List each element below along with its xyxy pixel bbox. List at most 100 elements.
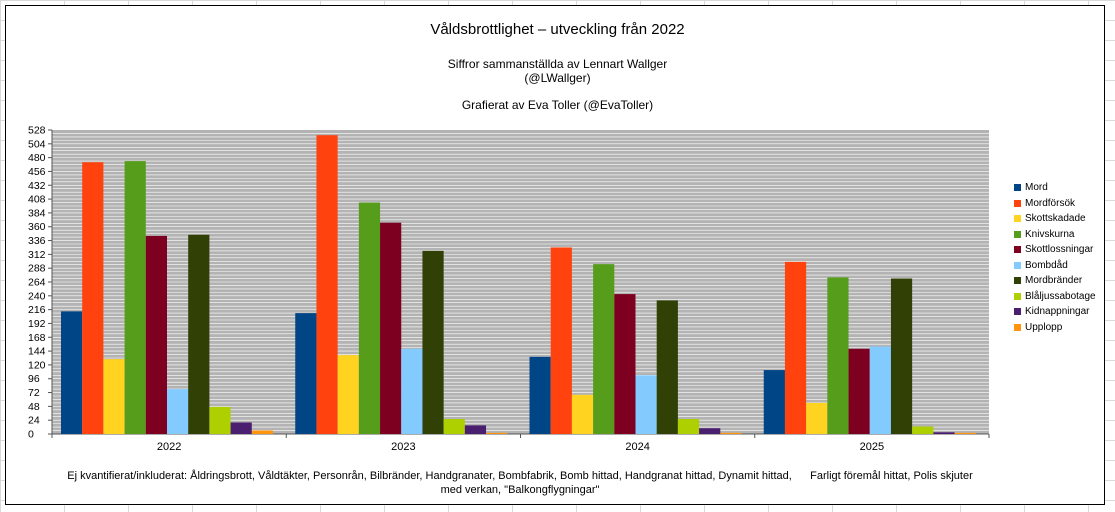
- bar-knivskurna-2024: [593, 264, 615, 434]
- x-tick-label: 2025: [860, 441, 884, 453]
- legend-swatch: [1014, 292, 1021, 300]
- legend-label: Upplopp: [1025, 321, 1063, 333]
- legend-label: Mordbränder: [1025, 275, 1083, 287]
- y-tick-label: 168: [28, 332, 46, 344]
- bar-mordförsök-2022: [82, 162, 104, 434]
- bar-skottlossningar-2023: [380, 222, 402, 434]
- legend-label: Skottskadade: [1025, 213, 1086, 225]
- bar-skottskadade-2022: [103, 359, 125, 434]
- chart-subtitle-graphed-by: Grafierat av Eva Toller (@EvaToller): [461, 98, 654, 112]
- legend-item: Mordbränder: [1014, 273, 1096, 289]
- legend-item: Knivskurna: [1014, 227, 1096, 243]
- legend-item: Mord: [1014, 180, 1096, 196]
- bar-upplopp-2024: [720, 432, 742, 434]
- y-tick-label: 384: [28, 207, 46, 219]
- footnote-line-1: Ej kvantifierat/inkluderat: Åldringsbrot…: [67, 470, 973, 482]
- bar-skottskadade-2024: [571, 394, 594, 434]
- bar-blåljussabotage-2022: [209, 406, 231, 434]
- chart-footnote: Ej kvantifierat/inkluderat: Åldringsbrot…: [20, 469, 1020, 497]
- bar-mord-2023: [295, 313, 317, 434]
- y-tick-label: 336: [28, 235, 46, 247]
- bar-upplopp-2025: [954, 432, 976, 434]
- y-tick-label: 312: [28, 249, 46, 261]
- y-tick-label: 72: [28, 387, 40, 399]
- legend-item: Bombdåd: [1014, 258, 1096, 274]
- y-tick-label: 480: [28, 152, 46, 164]
- legend-swatch: [1014, 308, 1021, 316]
- y-tick-label: 96: [28, 373, 40, 385]
- bar-bombdåd-2024: [635, 375, 657, 434]
- bar-mordbränder-2024: [656, 300, 678, 434]
- y-tick-label: 120: [28, 359, 46, 371]
- legend-item: Kidnappningar: [1014, 304, 1096, 320]
- y-tick-label: 192: [28, 318, 46, 330]
- legend-swatch: [1014, 277, 1021, 285]
- bar-skottlossningar-2024: [614, 294, 636, 434]
- bar-bombdåd-2022: [167, 389, 189, 434]
- y-tick-label: 432: [28, 180, 46, 192]
- bar-kidnappningar-2023: [464, 425, 487, 434]
- legend-item: Blåljussabotage: [1014, 289, 1096, 305]
- bar-blåljussabotage-2023: [443, 419, 465, 434]
- legend-swatch: [1014, 184, 1021, 192]
- legend-label: Knivskurna: [1025, 228, 1075, 240]
- bar-bombdåd-2023: [401, 348, 423, 434]
- y-tick-label: 360: [28, 221, 46, 233]
- chart-subtitle-handle: (@LWallger): [524, 71, 591, 85]
- y-tick-label: 264: [28, 277, 46, 289]
- bar-upplopp-2022: [251, 430, 273, 434]
- legend-item: Upplopp: [1014, 320, 1096, 336]
- x-tick-label: 2023: [391, 441, 415, 453]
- legend-label: Mordförsök: [1025, 197, 1076, 209]
- chart-legend: Mord Mordförsök Skottskadade Knivskurna Skot…: [1014, 180, 1096, 335]
- bar-mordbränder-2022: [188, 234, 210, 434]
- legend-swatch: [1014, 230, 1021, 238]
- legend-label: Mord: [1025, 182, 1048, 194]
- bar-mordbränder-2023: [422, 250, 444, 434]
- bar-mord-2022: [61, 311, 83, 434]
- bar-skottskadade-2023: [337, 355, 359, 434]
- y-tick-label: 216: [28, 304, 46, 316]
- bar-upplopp-2023: [486, 432, 508, 434]
- bar-knivskurna-2025: [827, 277, 849, 434]
- y-tick-label: 24: [28, 415, 40, 427]
- bar-kidnappningar-2025: [933, 432, 955, 434]
- y-tick-label: 504: [28, 138, 46, 150]
- y-tick-label: 456: [28, 166, 46, 178]
- bar-mordförsök-2023: [316, 135, 338, 434]
- bar-mord-2025: [763, 370, 785, 434]
- y-tick-label: 48: [28, 401, 40, 413]
- legend-label: Bombdåd: [1025, 259, 1068, 271]
- bar-mordförsök-2025: [784, 261, 807, 434]
- legend-swatch: [1014, 323, 1021, 331]
- bar-knivskurna-2022: [124, 161, 146, 434]
- legend-item: Skottskadade: [1014, 211, 1096, 227]
- bar-mordbränder-2025: [890, 278, 913, 434]
- legend-label: Skottlossningar: [1025, 244, 1094, 256]
- bar-mord-2024: [529, 356, 551, 434]
- bar-skottlossningar-2025: [848, 348, 870, 434]
- bar-bombdåd-2025: [869, 346, 891, 434]
- y-tick-label: 144: [28, 346, 46, 358]
- legend-item: Skottlossningar: [1014, 242, 1096, 258]
- legend-swatch: [1014, 246, 1021, 254]
- chart-title: Våldsbrottlighet – utveckling från 2022: [430, 21, 685, 38]
- legend-label: Kidnappningar: [1025, 306, 1090, 318]
- bar-knivskurna-2023: [358, 202, 381, 434]
- x-tick-label: 2024: [625, 441, 649, 453]
- y-tick-label: 288: [28, 263, 46, 275]
- legend-label: Blåljussabotage: [1025, 290, 1096, 302]
- bar-blåljussabotage-2024: [677, 419, 700, 434]
- chart-subtitle-credit: Siffror sammanställda av Lennart Wallger: [447, 57, 668, 71]
- bar-mordförsök-2024: [550, 247, 572, 434]
- y-tick-label: 240: [28, 290, 46, 302]
- legend-item: Mordförsök: [1014, 196, 1096, 212]
- bar-kidnappningar-2024: [699, 428, 721, 434]
- footnote-line-2: med verkan, "Balkongflygningar": [440, 484, 600, 496]
- bar-blåljussabotage-2025: [912, 426, 934, 434]
- bar-kidnappningar-2022: [230, 422, 252, 434]
- legend-swatch: [1014, 261, 1021, 269]
- y-tick-label: 0: [28, 429, 34, 441]
- y-tick-label: 408: [28, 194, 46, 206]
